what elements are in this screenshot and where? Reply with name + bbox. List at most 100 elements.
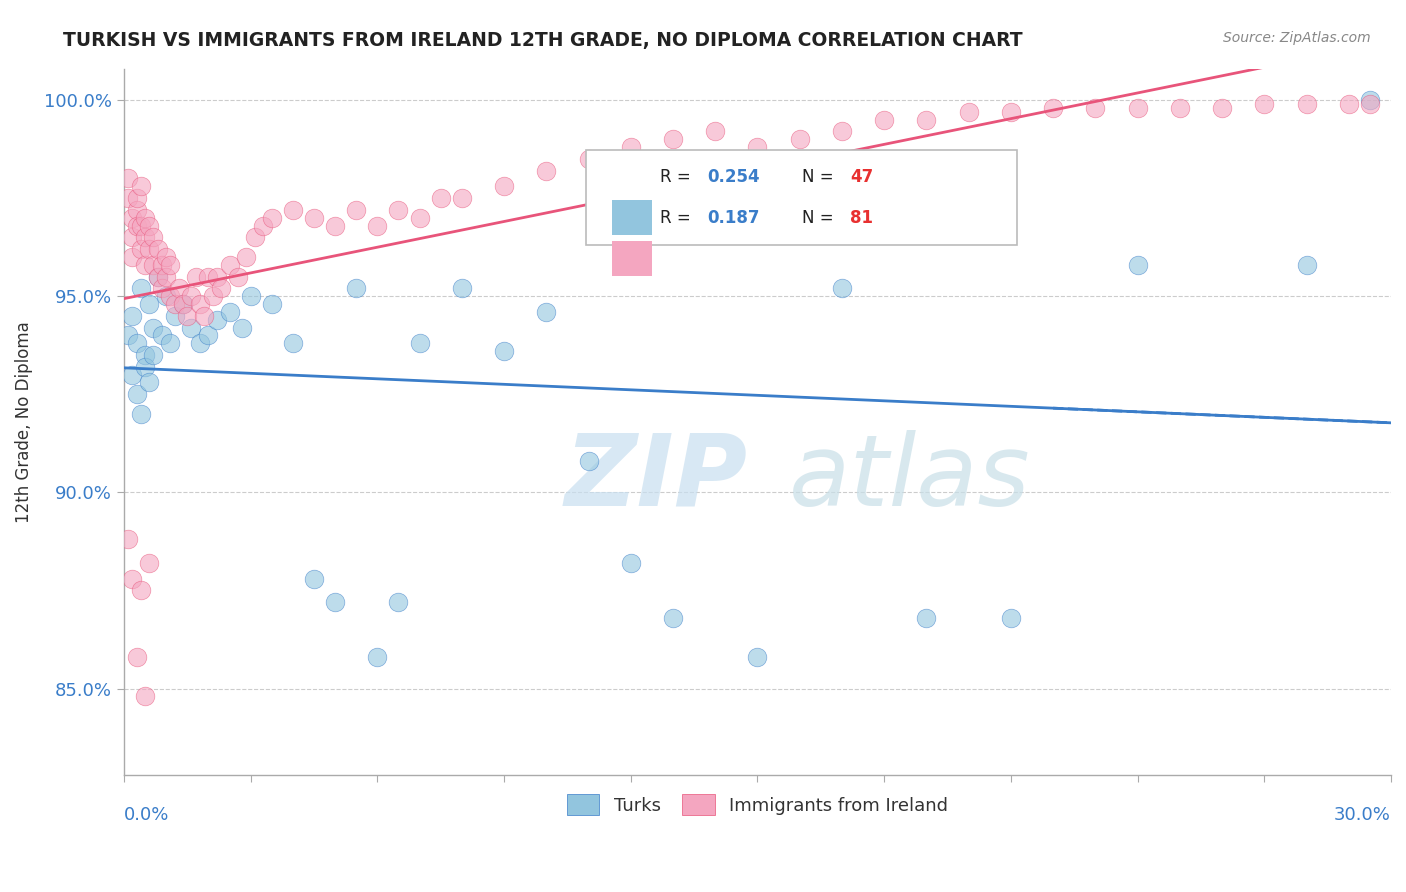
Point — [193, 309, 215, 323]
Point — [620, 140, 643, 154]
Point — [142, 258, 165, 272]
Point — [146, 242, 169, 256]
Point — [408, 336, 430, 351]
Point — [159, 289, 181, 303]
Point — [344, 202, 367, 217]
Point — [302, 211, 325, 225]
Point — [125, 191, 148, 205]
Text: R =: R = — [659, 168, 696, 186]
Point — [134, 359, 156, 374]
Point — [281, 336, 304, 351]
Point — [146, 269, 169, 284]
Point — [344, 281, 367, 295]
Point — [176, 309, 198, 323]
Point — [387, 595, 409, 609]
Text: ZIP: ZIP — [565, 430, 748, 527]
Point — [134, 230, 156, 244]
Point — [134, 690, 156, 704]
Point — [789, 132, 811, 146]
Point — [197, 328, 219, 343]
Point — [915, 112, 938, 127]
Text: Source: ZipAtlas.com: Source: ZipAtlas.com — [1223, 31, 1371, 45]
Point — [172, 297, 194, 311]
Point — [704, 124, 727, 138]
Point — [146, 269, 169, 284]
Point — [1084, 101, 1107, 115]
Point — [205, 269, 228, 284]
Text: 0.0%: 0.0% — [124, 806, 169, 824]
Point — [121, 309, 143, 323]
Point — [662, 132, 685, 146]
Point — [150, 328, 173, 343]
Point — [747, 140, 769, 154]
Point — [134, 348, 156, 362]
Point — [125, 219, 148, 233]
Point — [226, 269, 249, 284]
Point — [117, 171, 139, 186]
Legend: Turks, Immigrants from Ireland: Turks, Immigrants from Ireland — [560, 787, 956, 822]
Point — [125, 202, 148, 217]
Point — [129, 179, 152, 194]
Point — [260, 297, 283, 311]
Point — [150, 258, 173, 272]
Point — [197, 269, 219, 284]
Point — [260, 211, 283, 225]
Point — [180, 320, 202, 334]
Point — [387, 202, 409, 217]
FancyBboxPatch shape — [586, 150, 1017, 245]
Point — [1253, 96, 1275, 111]
Point — [172, 297, 194, 311]
Point — [1211, 101, 1233, 115]
Point — [167, 281, 190, 295]
Point — [125, 336, 148, 351]
Point — [831, 281, 853, 295]
Point — [121, 250, 143, 264]
Point — [188, 297, 211, 311]
Point — [1168, 101, 1191, 115]
Point — [231, 320, 253, 334]
Point — [184, 269, 207, 284]
Point — [138, 242, 160, 256]
Point — [1358, 96, 1381, 111]
Point — [1126, 101, 1149, 115]
Point — [450, 281, 472, 295]
Point — [129, 407, 152, 421]
Text: 81: 81 — [851, 209, 873, 227]
Point — [536, 163, 558, 178]
Point — [578, 152, 600, 166]
Point — [134, 258, 156, 272]
Point — [281, 202, 304, 217]
Point — [134, 211, 156, 225]
Point — [1295, 258, 1317, 272]
Point — [218, 258, 240, 272]
Point — [121, 211, 143, 225]
Point — [239, 289, 262, 303]
Point — [180, 289, 202, 303]
Point — [408, 211, 430, 225]
Point — [138, 556, 160, 570]
Point — [125, 387, 148, 401]
Point — [117, 191, 139, 205]
Text: R =: R = — [659, 209, 696, 227]
Point — [138, 219, 160, 233]
Text: 0.254: 0.254 — [707, 168, 759, 186]
Point — [252, 219, 274, 233]
Point — [302, 572, 325, 586]
Text: TURKISH VS IMMIGRANTS FROM IRELAND 12TH GRADE, NO DIPLOMA CORRELATION CHART: TURKISH VS IMMIGRANTS FROM IRELAND 12TH … — [63, 31, 1024, 50]
Point — [873, 112, 896, 127]
Point — [201, 289, 224, 303]
Point — [150, 281, 173, 295]
Point — [155, 269, 177, 284]
Point — [142, 230, 165, 244]
Point — [450, 191, 472, 205]
Point — [243, 230, 266, 244]
Point — [142, 348, 165, 362]
Point — [1042, 101, 1064, 115]
Point — [915, 611, 938, 625]
Point — [620, 556, 643, 570]
Text: 0.187: 0.187 — [707, 209, 759, 227]
Text: atlas: atlas — [789, 430, 1031, 527]
Point — [205, 312, 228, 326]
Point — [188, 336, 211, 351]
Point — [125, 650, 148, 665]
